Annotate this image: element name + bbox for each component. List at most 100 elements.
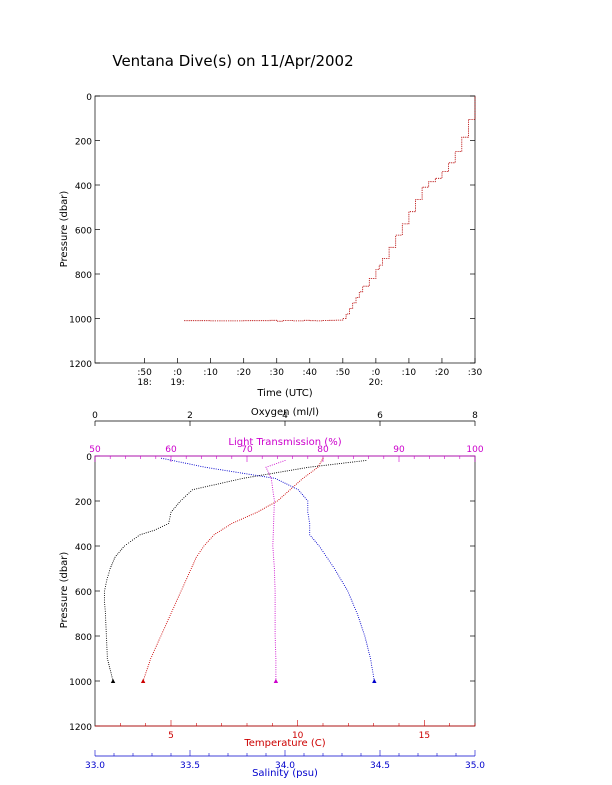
- oxygen-point: [104, 608, 106, 610]
- temperature-point: [203, 545, 205, 547]
- salinity-point: [313, 539, 315, 541]
- oxygen-point: [185, 495, 187, 497]
- oxygen-point: [273, 472, 275, 474]
- salinity-point: [367, 647, 369, 649]
- oxygen-point: [211, 484, 213, 486]
- oxygen-point: [284, 470, 286, 472]
- temperature-point: [248, 515, 250, 517]
- oxygen-point: [104, 585, 107, 588]
- oxygen-point: [143, 532, 145, 535]
- salinity-point: [338, 575, 340, 577]
- temperature-point: [166, 621, 168, 623]
- salinity-point: [344, 586, 347, 588]
- oxygen-point: [159, 526, 162, 528]
- temperature-point: [172, 608, 174, 610]
- oxygen-point: [228, 480, 230, 482]
- temperature-point: [300, 479, 302, 481]
- temperature-point: [175, 602, 177, 604]
- temperature-point: [322, 457, 324, 459]
- salinity-point: [237, 471, 239, 474]
- transmission-point: [274, 579, 276, 581]
- oxygen-point: [230, 480, 232, 482]
- temperature-point: [291, 487, 293, 489]
- transmission-point: [268, 474, 271, 476]
- salinity-point: [257, 475, 259, 477]
- salinity-point: [323, 552, 325, 555]
- oxygen-point: [248, 476, 250, 478]
- oxygen-point: [267, 473, 269, 475]
- transmission-point: [272, 527, 274, 529]
- temperature-point: [180, 590, 182, 592]
- oxygen-point: [200, 487, 202, 489]
- salinity-point: [303, 495, 305, 497]
- salinity-point: [326, 556, 328, 558]
- transmission-point: [275, 657, 277, 660]
- oxygen-point: [241, 477, 243, 480]
- temperature-point: [194, 558, 197, 560]
- salinity-point: [366, 645, 368, 647]
- oxygen-point: [104, 588, 106, 590]
- transmission-point: [273, 516, 275, 518]
- salinity-point: [293, 487, 296, 489]
- transmission-point: [273, 463, 275, 465]
- salinity-point: [361, 627, 363, 629]
- salinity-point: [370, 660, 372, 662]
- transmission-point: [271, 482, 273, 484]
- temperature-point: [239, 519, 241, 521]
- salinity-point: [364, 635, 366, 637]
- salinity-point: [358, 617, 360, 619]
- salinity-point: [241, 472, 244, 474]
- oxygen-tick-label: 2: [187, 411, 193, 421]
- transmission-point: [272, 545, 274, 547]
- top-x-tick-label: :30: [269, 368, 284, 378]
- oxygen-point: [243, 477, 245, 479]
- temperature-point: [143, 678, 145, 680]
- oxygen-point: [188, 492, 190, 494]
- oxygen-point: [106, 644, 108, 646]
- oxygen-point: [325, 464, 327, 466]
- oxygen-point: [186, 494, 188, 496]
- oxygen-point: [119, 550, 121, 552]
- transmission-point: [275, 675, 277, 678]
- bottom-y-tick-label: 600: [75, 588, 92, 598]
- temperature-point: [281, 496, 283, 498]
- salinity-point: [347, 590, 349, 592]
- top-x-tick-label: :50: [137, 368, 152, 378]
- temperature-point: [280, 497, 282, 499]
- salinity-point: [357, 614, 359, 617]
- top-x-tick-label: :0: [173, 368, 182, 378]
- transmission-point: [273, 509, 275, 511]
- salinity-point: [305, 498, 307, 500]
- salinity-point: [365, 639, 367, 641]
- oxygen-point: [104, 612, 107, 615]
- transmission-point: [274, 644, 276, 646]
- salinity-point: [248, 473, 250, 475]
- transmission-tick-label: 50: [89, 445, 101, 455]
- temperature-point: [169, 614, 171, 617]
- temperature-point: [156, 643, 158, 645]
- salinity-point: [209, 467, 211, 469]
- salinity-point: [222, 469, 224, 471]
- transmission-point: [272, 538, 274, 540]
- oxygen-point: [321, 465, 323, 467]
- salinity-point: [346, 588, 348, 590]
- oxygen-point: [191, 489, 193, 491]
- oxygen-point: [123, 545, 126, 547]
- top-y-tick-label: 600: [75, 227, 92, 237]
- pressure-time-chart: 0 200 400 600 800 1000 1200 :50:0:10:20:30:40:…: [59, 93, 483, 399]
- temperature-point: [240, 518, 243, 520]
- oxygen-point: [363, 460, 365, 462]
- oxygen-tick-label: 4: [282, 411, 288, 421]
- oxygen-point: [222, 482, 224, 484]
- salinity-point: [274, 477, 277, 480]
- oxygen-point: [103, 599, 106, 601]
- temperature-point: [187, 574, 190, 576]
- salinity-point: [314, 540, 316, 542]
- bottom-y-tick-label: 200: [75, 498, 92, 508]
- oxygen-point: [365, 459, 367, 462]
- oxygen-point: [155, 528, 157, 530]
- temperature-point: [198, 552, 200, 555]
- oxygen-point: [171, 510, 173, 512]
- transmission-point: [273, 513, 275, 516]
- oxygen-point: [105, 633, 107, 635]
